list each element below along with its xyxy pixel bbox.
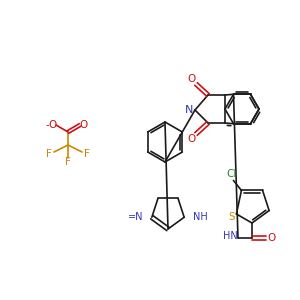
Text: F: F [84, 149, 90, 159]
Text: F: F [65, 157, 71, 167]
Text: -O: -O [46, 120, 58, 130]
Text: S: S [228, 212, 235, 222]
Text: O: O [188, 134, 196, 144]
Text: N: N [185, 105, 193, 115]
Text: F: F [46, 149, 52, 159]
Text: O: O [188, 74, 196, 84]
Text: =N: =N [128, 212, 144, 222]
Text: O: O [80, 120, 88, 130]
Text: HN: HN [223, 231, 237, 241]
Text: NH: NH [193, 212, 208, 222]
Text: Cl: Cl [226, 169, 237, 179]
Text: O: O [267, 233, 275, 243]
